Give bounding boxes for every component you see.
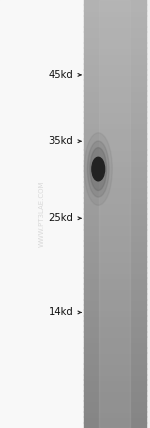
Bar: [84, 202, 146, 209]
Bar: [84, 229, 146, 235]
Bar: [84, 352, 146, 359]
Ellipse shape: [84, 133, 112, 205]
Bar: [84, 42, 146, 48]
Bar: [84, 267, 146, 273]
Bar: [84, 251, 146, 257]
Bar: [84, 48, 146, 54]
Bar: [84, 138, 146, 145]
Bar: [84, 175, 146, 182]
Bar: [84, 374, 146, 380]
Bar: [84, 133, 146, 139]
Bar: [84, 165, 146, 171]
Bar: [84, 245, 146, 252]
Bar: [84, 235, 146, 241]
Bar: [84, 10, 146, 16]
Bar: [84, 315, 146, 321]
Bar: [84, 331, 146, 337]
Bar: [84, 63, 146, 70]
Bar: [84, 389, 146, 396]
Bar: [84, 4, 146, 11]
Bar: [84, 309, 146, 316]
Bar: [84, 277, 146, 283]
Bar: [84, 85, 146, 91]
Bar: [84, 422, 146, 428]
Bar: [84, 26, 146, 32]
Text: 25kd: 25kd: [49, 213, 74, 223]
Bar: [84, 336, 146, 342]
Text: 35kd: 35kd: [49, 136, 74, 146]
Bar: [99, 0, 130, 428]
Bar: [84, 208, 146, 214]
Bar: [84, 111, 146, 118]
Bar: [84, 294, 146, 300]
Bar: [84, 80, 146, 86]
Bar: [84, 224, 146, 230]
Bar: [84, 170, 146, 176]
Ellipse shape: [87, 141, 109, 197]
Bar: [84, 160, 146, 166]
Bar: [84, 101, 146, 107]
Bar: [84, 395, 146, 401]
Text: WWW.PT3LAE.COM: WWW.PT3LAE.COM: [39, 181, 45, 247]
Bar: [84, 106, 146, 112]
Bar: [84, 261, 146, 268]
Bar: [84, 384, 146, 390]
Bar: [84, 155, 146, 160]
Bar: [84, 74, 146, 80]
Ellipse shape: [90, 148, 106, 190]
Text: 14kd: 14kd: [49, 307, 74, 318]
Bar: [84, 90, 146, 96]
Bar: [84, 368, 146, 374]
Bar: [84, 272, 146, 278]
Bar: [84, 128, 146, 134]
Bar: [84, 31, 146, 38]
Bar: [84, 240, 146, 246]
Bar: [84, 401, 146, 407]
Bar: [84, 21, 146, 27]
Text: 45kd: 45kd: [49, 70, 74, 80]
Bar: [84, 342, 146, 348]
Bar: [84, 95, 146, 102]
Bar: [0, 0, 84, 428]
Bar: [84, 192, 146, 198]
Bar: [84, 69, 146, 75]
Bar: [84, 187, 146, 193]
Bar: [84, 363, 146, 369]
Bar: [84, 326, 146, 332]
Bar: [84, 144, 146, 150]
Bar: [84, 320, 146, 327]
Bar: [84, 256, 146, 262]
Bar: [84, 406, 146, 412]
Bar: [84, 122, 146, 128]
Bar: [84, 218, 146, 225]
Bar: [84, 197, 146, 203]
Bar: [84, 411, 146, 417]
Bar: [84, 288, 146, 294]
Bar: [84, 15, 146, 21]
Bar: [84, 379, 146, 385]
Bar: [84, 181, 146, 187]
Bar: [84, 299, 146, 305]
Bar: [84, 347, 146, 353]
Bar: [84, 416, 146, 423]
Bar: [84, 304, 146, 310]
Bar: [84, 149, 146, 155]
Bar: [84, 117, 146, 123]
Bar: [84, 58, 146, 64]
Bar: [84, 53, 146, 59]
Ellipse shape: [92, 158, 105, 181]
Bar: [84, 282, 146, 289]
Bar: [84, 0, 146, 5]
Bar: [84, 37, 146, 43]
Bar: [84, 358, 146, 364]
Bar: [84, 213, 146, 219]
